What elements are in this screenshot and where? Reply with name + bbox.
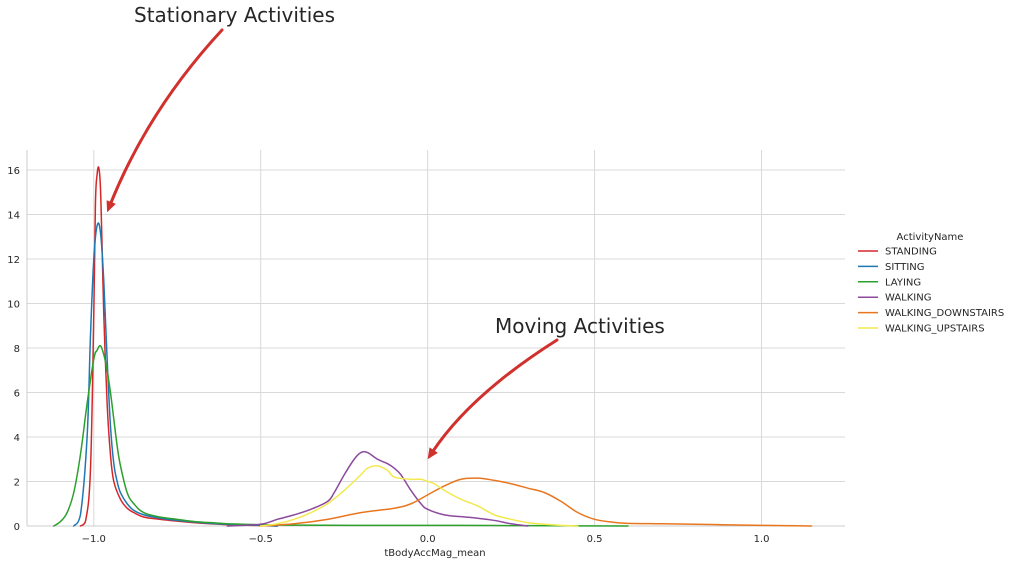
x-axis-label: tBodyAccMag_mean [384,548,485,559]
annotations: Stationary Activities Moving Activities [106,3,665,460]
axes [26,150,845,527]
series-line-laying [52,344,629,527]
legend-label: STANDING [885,247,937,258]
series-line-walking-downstairs [259,477,813,527]
x-tick-label: 0.5 [587,534,603,545]
annotation-arrowhead [427,447,438,460]
y-tick-label: 12 [7,255,20,266]
annotation-arrow [108,28,224,207]
y-tick-label: 4 [14,433,20,444]
x-tick-labels: −1.0 −0.5 0.0 0.5 1.0 [82,534,770,545]
y-tick-label: 0 [14,522,20,533]
x-tick-label: −0.5 [249,534,273,545]
x-tick-label: 1.0 [754,534,770,545]
annotation-arrowhead [106,200,116,213]
annotation-arrow [430,338,559,455]
legend-label: WALKING [885,293,932,304]
y-tick-label: 6 [14,389,20,400]
grid [27,150,845,527]
y-tick-label: 8 [14,344,20,355]
y-tick-label: 10 [7,300,20,311]
legend-label: WALKING_DOWNSTAIRS [885,308,1004,319]
x-tick-label: 0.0 [420,534,436,545]
series-line-sitting [72,222,279,527]
series-layer [52,166,813,527]
y-tick-labels: 0 2 4 6 8 10 12 14 16 [7,166,20,533]
x-tick-label: −1.0 [82,534,106,545]
legend-label: LAYING [885,277,921,288]
legend-label: SITTING [885,262,925,273]
y-tick-label: 16 [7,166,20,177]
legend-label: WALKING_UPSTAIRS [885,324,985,335]
series-line-standing [79,166,279,527]
legend-items: STANDING SITTING LAYING WALKING WALKING_DOWN… [858,247,1004,335]
y-tick-label: 14 [7,211,20,222]
annotation-text: Moving Activities [495,314,665,338]
annotation-text: Stationary Activities [134,3,335,27]
series-line-walking-upstairs [259,465,579,527]
series-line-walking [226,450,529,527]
legend-title: ActivityName [897,232,964,243]
y-tick-label: 2 [14,478,20,489]
legend: ActivityName STANDING SITTING LAYING WALKIN… [858,232,1004,335]
